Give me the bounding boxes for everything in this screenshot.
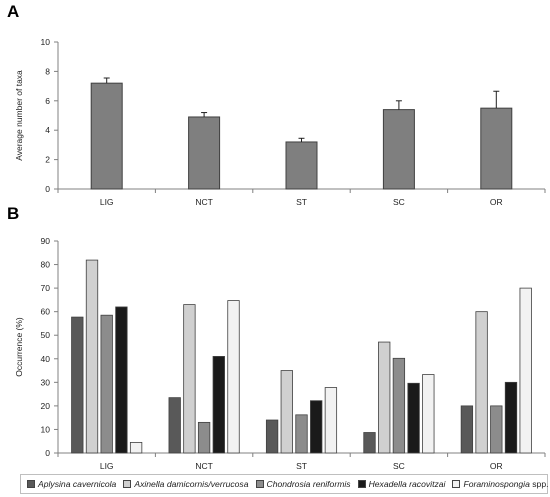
legend-item: Foraminospongia spp.	[452, 479, 549, 489]
legend-label-species: Aplysina cavernicola	[38, 479, 117, 489]
bar-nct	[188, 116, 221, 190]
bar-nct-series-1	[168, 397, 181, 454]
bar-lig-series-1	[71, 316, 84, 454]
legend-swatch	[123, 480, 132, 488]
bar-nct-series-4	[212, 356, 225, 454]
bar-sc-series-3	[392, 357, 406, 454]
x-tick-label: LIG	[100, 461, 114, 471]
x-tick-label: ST	[296, 197, 307, 207]
legend-label-suffix: spp.	[529, 479, 549, 489]
y-tick-label: 50	[41, 330, 51, 340]
bar-or-series-3	[490, 405, 503, 454]
legend-label: Foraminospongia spp.	[463, 479, 548, 489]
y-tick-label: 0	[45, 448, 50, 458]
x-tick-label: NCT	[195, 197, 212, 207]
y-tick-label: 30	[41, 377, 51, 387]
bar-st	[285, 141, 318, 190]
y-tick-label: 90	[41, 236, 51, 246]
x-tick-label: OR	[490, 461, 503, 471]
y-tick-label: 10	[41, 37, 51, 47]
bar-sc-series-4	[407, 382, 420, 454]
bar-nct-series-2	[183, 304, 196, 454]
panel-a-label: A	[7, 2, 20, 21]
y-tick-label: 2	[45, 155, 50, 165]
y-tick-label: 40	[41, 354, 51, 364]
legend-label-species: Axinella damicornis/verrucosa	[134, 479, 249, 489]
y-tick-label: 60	[41, 307, 51, 317]
legend-swatch	[357, 480, 366, 488]
y-axis-label: Average number of taxa	[14, 70, 24, 161]
y-tick-label: 10	[41, 424, 51, 434]
x-tick-label: LIG	[100, 197, 114, 207]
legend-label-species: Foraminospongia	[463, 479, 530, 489]
bar-st-series-1	[265, 419, 279, 454]
legend-label-species: Chondrosia reniformis	[266, 479, 351, 489]
x-tick-label: OR	[490, 197, 503, 207]
y-tick-label: 70	[41, 283, 51, 293]
legend-item: Aplysina cavernicola	[27, 479, 116, 489]
y-tick-label: 6	[45, 96, 50, 106]
y-tick-label: 20	[41, 401, 51, 411]
bar-lig-series-4	[115, 306, 128, 454]
legend-label: Aplysina cavernicola	[38, 479, 116, 489]
bar-or	[480, 107, 513, 190]
x-tick-label: SC	[393, 197, 405, 207]
bar-sc	[382, 109, 415, 190]
legend-swatch	[27, 480, 35, 488]
bar-or-series-5	[519, 287, 532, 454]
legend-item: Hexadella racovitzai	[357, 479, 446, 489]
x-tick-label: SC	[393, 461, 405, 471]
bar-lig-series-2	[85, 259, 99, 454]
y-tick-label: 0	[45, 184, 50, 194]
panel-b-label: B	[7, 204, 20, 223]
bar-st-series-5	[324, 387, 338, 454]
bar-sc-series-1	[363, 432, 376, 454]
bar-st-series-2	[280, 370, 293, 454]
legend-label: Hexadella racovitzai	[369, 479, 446, 489]
bar-st-series-4	[310, 400, 323, 454]
bar-nct-series-3	[197, 421, 211, 454]
legend-label: Chondrosia reniformis	[267, 479, 351, 489]
legend-swatch	[452, 480, 461, 488]
y-tick-label: 80	[41, 260, 51, 270]
legend-item: Chondrosia reniformis	[255, 479, 351, 489]
bar-nct-series-5	[227, 300, 240, 454]
bar-lig-series-5	[129, 441, 143, 454]
bar-st-series-3	[295, 414, 308, 454]
legend-b: Aplysina cavernicola Axinella damicornis/…	[20, 474, 549, 494]
bar-or-series-4	[504, 381, 518, 454]
legend-item: Axinella damicornis/verrucosa	[123, 479, 249, 489]
x-tick-label: NCT	[195, 461, 212, 471]
y-tick-label: 8	[45, 66, 50, 76]
legend-label-species: Hexadella racovitzai	[368, 479, 446, 489]
bar-sc-series-2	[378, 341, 391, 454]
bar-sc-series-5	[422, 374, 435, 454]
bar-lig	[90, 82, 123, 190]
legend-swatch	[255, 480, 264, 488]
bar-or-series-2	[475, 311, 488, 454]
bar-lig-series-3	[100, 314, 113, 454]
y-tick-label: 4	[45, 125, 50, 135]
bar-or-series-1	[460, 405, 474, 454]
x-tick-label: ST	[296, 461, 307, 471]
y-axis-label: Occurrence (%)	[14, 317, 24, 377]
legend-label: Axinella damicornis/verrucosa	[134, 479, 248, 489]
